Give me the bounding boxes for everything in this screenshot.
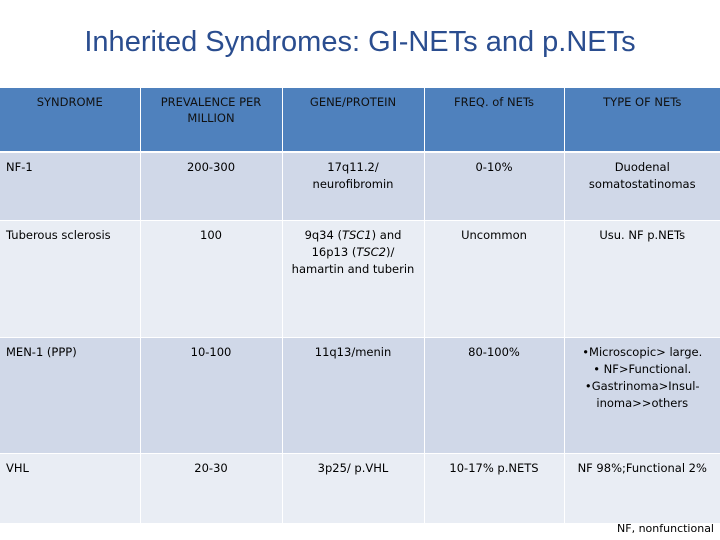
gene-italic-tsc2: TSC2 [356, 245, 386, 259]
table-row: NF-1 200-300 17q11.2/ neurofibromin 0-10… [0, 152, 720, 221]
cell-syndrome: MEN-1 (PPP) [0, 337, 141, 454]
table-row: MEN-1 (PPP) 10-100 11q13/menin 80-100% •… [0, 337, 720, 454]
cell-type: •Microscopic> large. • NF>Functional. •G… [564, 337, 720, 454]
footnote: NF, nonfunctional [617, 522, 714, 535]
cell-gene-protein: 9q34 (TSC1) and 16p13 (TSC2)/ hamartin a… [282, 220, 425, 338]
cell-gene-protein: 3p25/ p.VHL [282, 453, 425, 524]
cell-syndrome: Tuberous sclerosis [0, 220, 141, 338]
cell-freq: 10-17% p.NETS [424, 453, 565, 524]
cell-type: Duodenal somatostatinomas [564, 152, 720, 221]
header-prevalence: PREVALENCE PER MILLION [140, 88, 283, 153]
cell-syndrome: VHL [0, 453, 141, 524]
gene-italic-tsc1: TSC1 [341, 228, 372, 242]
type-bullet: • NF>Functional. [593, 362, 692, 376]
slide-title: Inherited Syndromes: GI-NETs and p.NETs [84, 26, 636, 58]
cell-freq: 80-100% [424, 337, 565, 454]
cell-freq: Uncommon [424, 220, 565, 338]
cell-type: NF 98%;Functional 2% [564, 453, 720, 524]
cell-prevalence: 200-300 [140, 152, 283, 221]
table-row: Tuberous sclerosis 100 9q34 (TSC1) and 1… [0, 220, 720, 338]
cell-prevalence: 20-30 [140, 453, 283, 524]
type-bullet: •Gastrinoma>Insul-inoma>>others [584, 379, 700, 410]
cell-gene-protein: 17q11.2/ neurofibromin [282, 152, 425, 221]
cell-type: Usu. NF p.NETs [564, 220, 720, 338]
header-freq-nets: FREQ. of NETs [424, 88, 565, 153]
table-row: VHL 20-30 3p25/ p.VHL 10-17% p.NETS NF 9… [0, 453, 720, 524]
header-syndrome: SYNDROME [0, 88, 141, 153]
table-header-row: SYNDROME PREVALENCE PER MILLION GENE/PRO… [0, 88, 720, 153]
cell-freq: 0-10% [424, 152, 565, 221]
cell-syndrome: NF-1 [0, 152, 141, 221]
syndromes-table: SYNDROME PREVALENCE PER MILLION GENE/PRO… [0, 88, 720, 524]
cell-prevalence: 100 [140, 220, 283, 338]
header-type-nets: TYPE OF NETs [564, 88, 720, 153]
gene-text: 9q34 ( [304, 228, 342, 242]
cell-prevalence: 10-100 [140, 337, 283, 454]
gene-text: )/ hamartin and tuberin [291, 245, 415, 276]
type-bullet: •Microscopic> large. [582, 345, 703, 359]
cell-gene-protein: 11q13/menin [282, 337, 425, 454]
header-gene-protein: GENE/PROTEIN [282, 88, 425, 153]
gene-text: ) and 16p13 ( [311, 228, 402, 259]
